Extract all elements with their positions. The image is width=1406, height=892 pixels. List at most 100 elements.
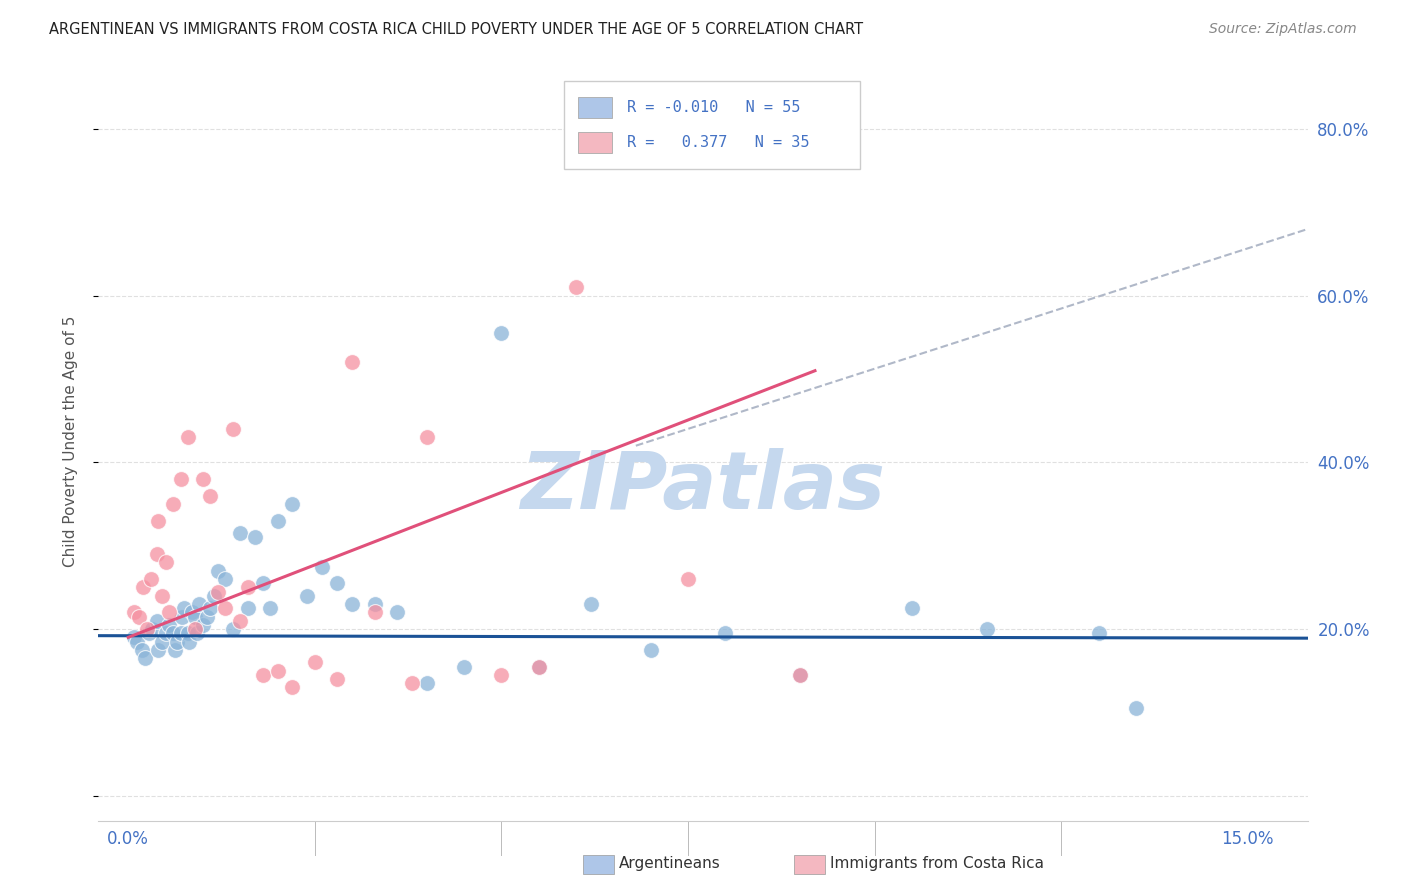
Point [236, 580, 259, 594]
Point [145, 614, 167, 628]
Point [453, 659, 475, 673]
Text: R = -0.010   N = 55: R = -0.010 N = 55 [627, 100, 800, 115]
Point [252, 668, 274, 682]
Point [714, 626, 737, 640]
Point [363, 605, 385, 619]
Point [326, 672, 349, 686]
Text: Source: ZipAtlas.com: Source: ZipAtlas.com [1209, 22, 1357, 37]
Point [134, 651, 156, 665]
Point [170, 609, 193, 624]
Point [401, 676, 423, 690]
Point [311, 559, 333, 574]
Point [155, 626, 177, 640]
Point [122, 605, 145, 619]
Text: Argentineans: Argentineans [619, 856, 720, 871]
Point [222, 622, 245, 636]
Point [229, 614, 252, 628]
Point [236, 601, 259, 615]
Point [243, 530, 266, 544]
Text: ZIPatlas: ZIPatlas [520, 448, 886, 526]
Point [304, 656, 326, 670]
Point [214, 601, 236, 615]
Point [184, 622, 207, 636]
Point [145, 547, 167, 561]
Point [527, 659, 550, 673]
Point [789, 668, 811, 682]
Point [122, 631, 145, 645]
Point [188, 597, 211, 611]
Point [565, 280, 588, 294]
Point [207, 564, 229, 578]
Point [128, 609, 150, 624]
Point [416, 430, 439, 444]
Point [131, 643, 153, 657]
Point [150, 634, 173, 648]
Point [1125, 701, 1147, 715]
Point [252, 576, 274, 591]
Point [901, 601, 924, 615]
Point [340, 597, 363, 611]
Point [157, 617, 180, 632]
Point [127, 634, 149, 648]
Point [297, 589, 319, 603]
Point [207, 584, 229, 599]
Point [527, 659, 550, 673]
Point [136, 622, 159, 636]
Point [340, 355, 363, 369]
Point [166, 634, 188, 648]
Point [177, 430, 200, 444]
Point [676, 572, 699, 586]
Text: Immigrants from Costa Rica: Immigrants from Costa Rica [830, 856, 1043, 871]
Text: R =   0.377   N = 35: R = 0.377 N = 35 [627, 135, 810, 150]
Bar [578, 97, 613, 118]
Point [191, 472, 214, 486]
Point [579, 597, 602, 611]
Point [163, 643, 186, 657]
Point [222, 422, 245, 436]
Point [138, 626, 160, 640]
Point [266, 514, 288, 528]
Point [326, 576, 349, 591]
Point [155, 555, 177, 569]
Point [416, 676, 439, 690]
Point [491, 668, 513, 682]
Point [200, 489, 222, 503]
Point [363, 597, 385, 611]
Point [200, 601, 222, 615]
Point [162, 497, 184, 511]
Point [229, 526, 252, 541]
Point [141, 622, 163, 636]
Point [157, 605, 180, 619]
Point [281, 497, 304, 511]
Point [132, 580, 155, 594]
Point [177, 626, 200, 640]
Point [259, 601, 281, 615]
Bar [578, 132, 613, 153]
Point [173, 601, 195, 615]
Point [146, 643, 169, 657]
Point [179, 634, 201, 648]
Point [195, 609, 218, 624]
Point [139, 572, 162, 586]
Point [146, 514, 169, 528]
Y-axis label: Child Poverty Under the Age of 5: Child Poverty Under the Age of 5 [63, 316, 77, 567]
Point [214, 572, 236, 586]
Point [150, 589, 173, 603]
Point [180, 605, 202, 619]
Point [1087, 626, 1109, 640]
Point [491, 326, 513, 341]
FancyBboxPatch shape [564, 81, 860, 169]
Point [191, 617, 214, 632]
Point [186, 626, 208, 640]
Point [976, 622, 998, 636]
Point [184, 609, 207, 624]
Point [640, 643, 662, 657]
Point [169, 472, 191, 486]
Point [202, 589, 225, 603]
Point [281, 681, 304, 695]
Point [169, 626, 191, 640]
Point [266, 664, 288, 678]
Point [385, 605, 408, 619]
Point [789, 668, 811, 682]
Point [162, 626, 184, 640]
